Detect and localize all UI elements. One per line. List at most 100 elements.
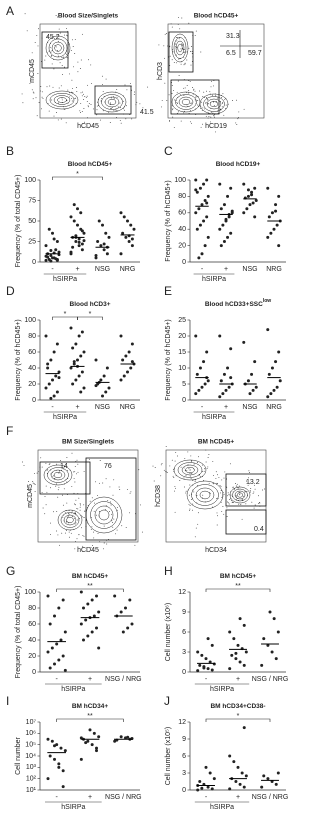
y-tick-label: 9 [182, 609, 186, 616]
event-dot [176, 40, 178, 42]
event-dot [183, 52, 185, 54]
event-dot [253, 507, 255, 509]
data-point [132, 227, 136, 231]
event-dot [125, 118, 127, 120]
event-dot [110, 108, 112, 110]
data-point [44, 244, 48, 248]
contour [53, 95, 71, 105]
event-dot [185, 492, 187, 494]
event-dot [71, 452, 73, 454]
event-dot [179, 28, 181, 30]
event-dot [59, 544, 61, 546]
data-point [119, 334, 123, 338]
event-dot [185, 490, 187, 492]
event-dot [93, 537, 95, 539]
data-point [48, 666, 52, 670]
event-dot [85, 96, 87, 98]
data-point [227, 385, 231, 389]
event-dot [74, 481, 76, 483]
y-tick-label: 100 [24, 317, 36, 324]
event-dot [75, 97, 77, 99]
title-text: BM hCD45+ [220, 573, 257, 580]
event-dot [79, 110, 81, 112]
event-dot [212, 483, 214, 485]
event-dot [239, 494, 240, 496]
event-dot [160, 464, 162, 466]
event-dot [70, 532, 72, 534]
event-dot [246, 480, 248, 482]
data-point [94, 358, 98, 362]
event-dot [28, 481, 30, 482]
y-tick-label: 40 [28, 365, 36, 372]
data-point [246, 194, 250, 198]
event-dot [116, 89, 118, 91]
event-dot [248, 483, 250, 485]
event-dot [154, 467, 156, 468]
contour [60, 512, 80, 528]
event-dot [87, 106, 89, 108]
data-point [82, 239, 86, 243]
data-point [80, 242, 84, 246]
event-dot [51, 63, 53, 65]
event-dot [175, 451, 177, 453]
event-dot [177, 36, 179, 38]
event-dot [37, 73, 39, 74]
event-dot [183, 477, 185, 479]
event-dot [189, 508, 191, 510]
event-dot [129, 82, 131, 84]
event-dot [44, 513, 46, 515]
event-dot [215, 101, 217, 103]
data-point [124, 235, 128, 239]
event-dot [187, 463, 189, 465]
significance-label: ** [87, 583, 93, 590]
data-point [101, 394, 104, 398]
event-dot [202, 123, 204, 125]
data-point [101, 223, 104, 227]
event-dot [237, 487, 239, 489]
event-dot [80, 102, 82, 104]
data-point [266, 395, 270, 399]
event-dot [191, 509, 193, 511]
data-point [79, 622, 83, 626]
event-dot [165, 471, 167, 473]
data-point [242, 785, 246, 789]
event-dot [67, 89, 69, 91]
event-dot [264, 488, 265, 490]
event-dot [202, 96, 204, 97]
data-point [50, 739, 54, 743]
event-dot [188, 92, 190, 94]
event-dot [109, 511, 111, 512]
event-dot [224, 98, 226, 100]
data-point [79, 211, 83, 215]
title-text: Blood hCD3+ [70, 301, 111, 308]
event-dot [208, 454, 210, 455]
data-point [104, 231, 108, 235]
event-dot [67, 515, 69, 517]
event-dot [51, 99, 53, 101]
gate [225, 509, 267, 535]
event-dot [169, 64, 171, 66]
event-dot [205, 102, 207, 104]
event-dot [161, 463, 163, 465]
y-axis-label: Cell number [15, 736, 22, 774]
event-dot [96, 105, 98, 107]
y-axis-label: Frequency (% of hCD45+) [165, 180, 172, 262]
data-point [57, 658, 61, 662]
event-dot [188, 112, 190, 114]
data-point [77, 244, 81, 248]
event-dot [66, 481, 68, 483]
data-point [228, 630, 232, 634]
y-tick-label: 0 [32, 669, 36, 676]
event-dot [221, 106, 223, 108]
data-point [278, 379, 282, 383]
data-point [51, 231, 54, 235]
event-dot [236, 99, 238, 101]
event-dot [192, 89, 194, 91]
data-point [224, 388, 228, 392]
event-dot [152, 465, 154, 467]
event-dot [88, 458, 90, 460]
flow-title: Blood hCD45+ [194, 13, 239, 20]
data-point [227, 215, 231, 219]
data-point [196, 650, 200, 654]
data-point [218, 395, 222, 399]
